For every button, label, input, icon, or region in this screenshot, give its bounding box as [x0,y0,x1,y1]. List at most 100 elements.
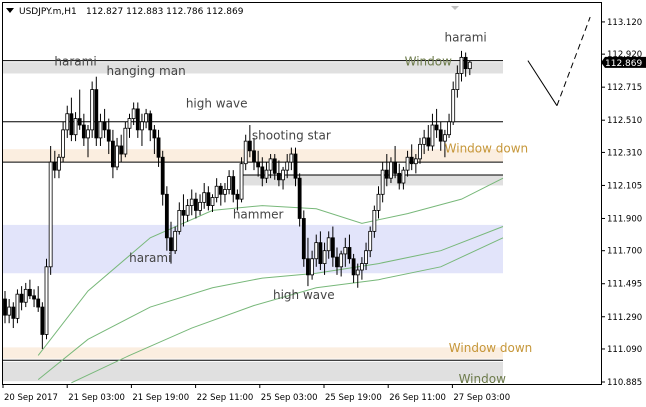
candle-body [227,176,232,190]
candle-body [169,237,173,252]
candle-71 [297,173,302,227]
candle-78 [326,231,331,259]
candle-1 [7,299,12,324]
candle-body [297,177,302,219]
candle-16 [69,97,74,142]
annotation-pattern-4: hammer [233,207,284,221]
candle-4 [19,286,24,311]
candle-94 [393,145,398,179]
candle-33 [140,113,144,146]
candle-67 [281,166,285,190]
candle-body [19,293,24,303]
x-tick-label-2: 21 Sep 19:00 [132,393,189,403]
candle-body [231,176,236,195]
forecast-path [527,16,591,106]
candle-82 [343,237,348,267]
moving-average-1 [37,226,504,380]
candle-body [3,298,7,316]
candle-12 [52,150,57,179]
candle-body [152,129,157,139]
moving-average-2 [71,237,504,384]
candle-body [326,237,331,252]
candle-body [218,185,223,195]
annotation-pattern-3: shooting star [252,129,331,143]
candle-body [335,256,339,268]
x-tick-label-4: 25 Sep 03:00 [261,393,318,403]
candle-65 [272,154,277,180]
candle-86 [359,257,364,280]
candle-0 [3,290,7,324]
candle-body [314,242,319,260]
y-tick-label-10: 111.090 [607,345,642,355]
candle-36 [152,125,157,155]
x-tick-label-7: 27 Sep 03:00 [453,393,510,403]
candle-body [98,121,103,139]
y-tick-label-2: 112.715 [607,83,642,93]
candle-body [364,250,368,264]
candle-48 [202,183,207,209]
candle-66 [276,160,281,187]
candle-17 [73,112,78,142]
y-tick-label-1: 112.920 [607,50,642,60]
candle-body [351,258,356,276]
candle-body [272,158,277,174]
candle-72 [301,210,306,267]
triangle-down-icon[interactable] [6,8,14,13]
candle-body [148,113,153,131]
candle-10 [44,258,49,340]
candle-body [119,145,124,155]
candle-80 [335,247,339,275]
candle-100 [418,137,422,164]
candle-6 [27,279,32,300]
candle-body [235,193,240,200]
candle-59 [247,125,252,158]
candle-14 [61,121,65,163]
candle-body [111,140,115,168]
candle-body [156,137,161,158]
symbol-label: USDJPY.m,H1 [19,7,77,17]
zones-layer [3,62,504,382]
candle-body [123,127,128,155]
candle-body [40,306,45,335]
candle-81 [339,250,344,277]
annotation-window_down-9: Window down [445,141,529,155]
candle-body [405,156,410,171]
candle-74 [310,250,315,280]
candle-body [276,172,281,181]
candle-body [23,288,28,303]
annotation-window_down-10: Window down [449,341,533,355]
candle-88 [368,226,373,258]
candle-body [48,161,53,268]
candle-35 [148,110,153,142]
candle-body [11,306,16,319]
candle-40 [169,221,173,264]
candle-body [181,210,186,216]
candle-73 [306,237,310,287]
candle-body [438,129,443,142]
forecast-segment-0 [527,60,558,106]
candle-112 [467,60,472,76]
candle-body [202,192,207,203]
x-tick-label-1: 21 Sep 03:00 [68,393,125,403]
candle-101 [422,129,427,155]
candles-layer [3,50,472,349]
candle-108 [451,81,456,126]
annotation-pattern-5: harami [129,251,171,265]
zone-blue-3 [3,224,503,274]
candle-5 [23,282,28,308]
candle-body [355,269,360,276]
candle-69 [289,147,294,171]
candle-body [330,237,335,258]
candle-body [7,306,12,316]
candle-body [455,73,460,90]
candle-30 [127,113,132,138]
candle-77 [322,242,327,275]
candle-44 [185,199,190,222]
candle-85 [355,263,360,288]
candle-32 [135,102,140,138]
chart-corner-arrow-icon[interactable] [451,6,459,10]
candle-body [389,161,393,179]
annotation-pattern-7: harami [445,30,487,44]
candle-body [376,193,381,211]
